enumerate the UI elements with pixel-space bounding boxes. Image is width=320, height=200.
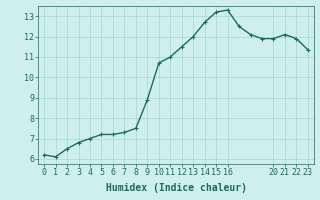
X-axis label: Humidex (Indice chaleur): Humidex (Indice chaleur)	[106, 183, 246, 193]
